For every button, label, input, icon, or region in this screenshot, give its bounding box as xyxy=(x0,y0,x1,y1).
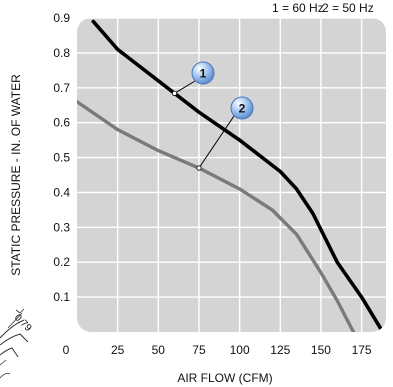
series-layer xyxy=(77,19,385,332)
x-tick-label: 75 xyxy=(192,343,206,357)
y-axis-title: STATIC PRESSURE - IN. OF WATER xyxy=(9,74,23,276)
plot-area xyxy=(77,18,386,332)
series-1-line xyxy=(91,19,385,332)
callout-point-2 xyxy=(196,165,202,171)
y-tick-label: 0.2 xyxy=(53,255,70,269)
y-tick-label: 0.9 xyxy=(53,11,70,25)
x-tick-label: 125 xyxy=(270,343,290,357)
callout-number-2: 2 xyxy=(239,102,246,116)
legend-entry-50hz: 2 = 50 Hz xyxy=(322,1,374,15)
grid xyxy=(77,18,386,332)
callout-leader-1 xyxy=(174,80,196,94)
y-tick-label: 0.5 xyxy=(53,151,70,165)
callouts: 12 xyxy=(171,61,254,171)
callout-leader-2 xyxy=(198,115,235,169)
y-tick-label: 0.6 xyxy=(53,116,70,130)
x-tick-label: 25 xyxy=(111,343,125,357)
callout-bubble-2 xyxy=(230,96,254,120)
callout-number-1: 1 xyxy=(200,67,207,81)
x-tick-label: 150 xyxy=(311,343,331,357)
x-tick-label: 0 xyxy=(63,343,70,357)
y-tick-label: 0.8 xyxy=(53,46,70,60)
y-tick-label: 0.7 xyxy=(53,81,70,95)
callout-point-1 xyxy=(171,90,178,96)
legend-entry-60hz: 1 = 60 Hz xyxy=(272,1,324,15)
callout-bubble-1 xyxy=(191,61,215,85)
x-tick-label: 100 xyxy=(230,343,250,357)
fan-outline-drawing: 0.79 xyxy=(0,308,34,379)
dimension-label: 0.79 xyxy=(12,312,34,334)
y-tick-label: 0.3 xyxy=(53,220,70,234)
x-tick-label: 50 xyxy=(152,343,166,357)
x-tick-labels: 0 25 50 75 100 125 150 175 xyxy=(63,343,372,357)
x-axis-title: AIR FLOW (CFM) xyxy=(177,371,272,385)
y-tick-labels: 0.1 0.2 0.3 0.4 0.5 0.6 0.7 0.8 0.9 xyxy=(53,11,70,304)
x-tick-label: 175 xyxy=(352,343,372,357)
series-2-line xyxy=(77,100,356,332)
y-tick-label: 0.1 xyxy=(53,290,70,304)
y-tick-label: 0.4 xyxy=(53,185,70,199)
